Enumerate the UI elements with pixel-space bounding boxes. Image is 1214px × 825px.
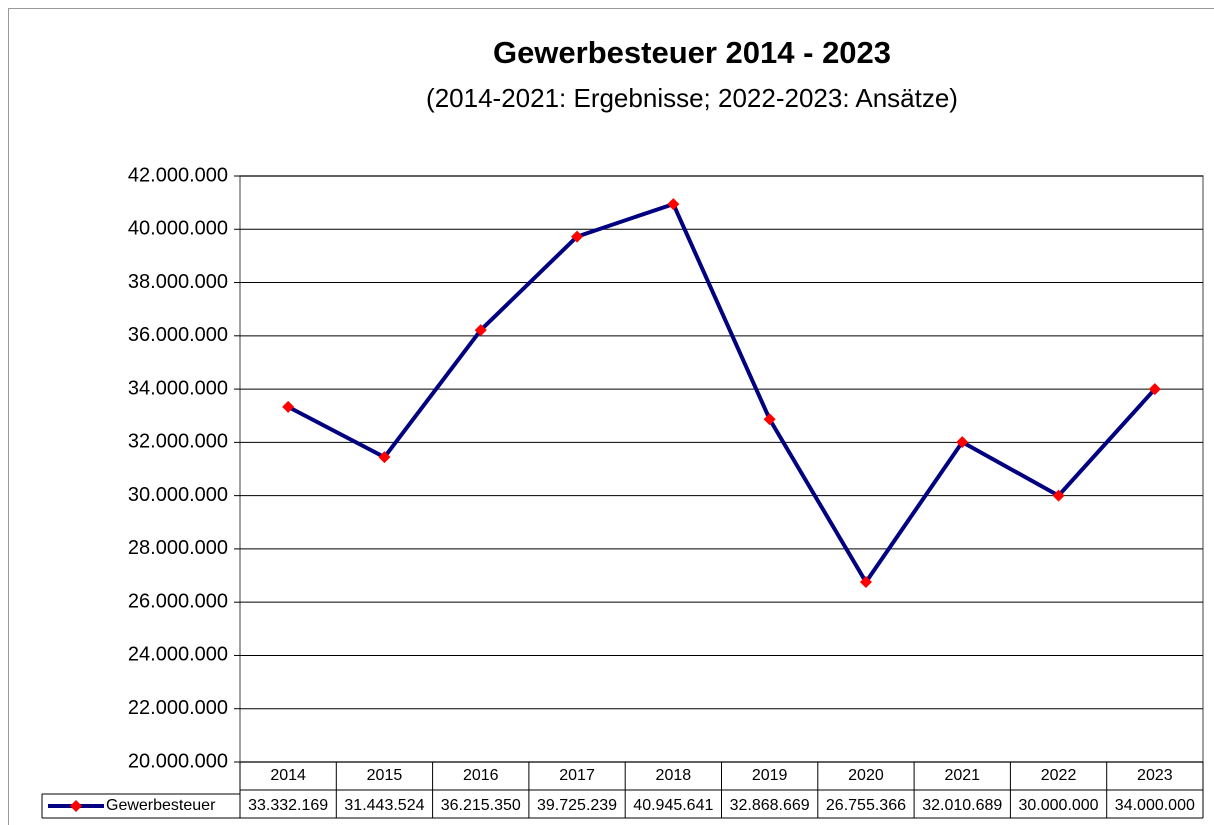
y-tick-label: 32.000.000 <box>128 431 228 453</box>
data-marker <box>1148 383 1161 396</box>
x-tick-label: 2021 <box>944 767 980 784</box>
data-marker <box>956 436 969 449</box>
data-marker <box>859 576 872 589</box>
y-tick-label: 20.000.000 <box>128 750 228 772</box>
table-value: 34.000.000 <box>1115 797 1195 814</box>
x-tick-label: 2018 <box>656 767 692 784</box>
chart-subtitle: (2014-2021: Ergebnisse; 2022-2023: Ansät… <box>426 83 958 113</box>
data-marker <box>1052 489 1065 502</box>
x-tick-label: 2014 <box>270 767 306 784</box>
chart-title: Gewerbesteuer 2014 - 2023 <box>493 35 891 70</box>
table-value: 36.215.350 <box>441 797 521 814</box>
legend-marker <box>70 800 82 812</box>
x-tick-label: 2023 <box>1137 767 1173 784</box>
data-marker <box>378 451 391 464</box>
series-line <box>287 202 1157 585</box>
y-tick-label: 28.000.000 <box>128 537 228 559</box>
x-tick-label: 2019 <box>752 767 788 784</box>
x-tick-label: 2015 <box>367 767 403 784</box>
y-tick-label: 26.000.000 <box>128 590 228 612</box>
y-tick-label: 38.000.000 <box>128 271 228 293</box>
legend-label: Gewerbesteuer <box>106 797 216 814</box>
data-marker <box>667 198 680 211</box>
table-value: 31.443.524 <box>344 797 424 814</box>
table-value: 32.010.689 <box>922 797 1002 814</box>
table-value: 30.000.000 <box>1019 797 1099 814</box>
y-tick-label: 22.000.000 <box>128 697 228 719</box>
chart-frame <box>8 8 1214 825</box>
y-tick-label: 42.000.000 <box>128 164 228 186</box>
table-value: 26.755.366 <box>826 797 906 814</box>
data-marker <box>474 324 487 337</box>
x-tick-label: 2016 <box>463 767 499 784</box>
x-tick-label: 2017 <box>559 767 595 784</box>
x-tick-label: 2020 <box>848 767 884 784</box>
table-value: 39.725.239 <box>537 797 617 814</box>
y-tick-label: 30.000.000 <box>128 484 228 506</box>
y-tick-label: 40.000.000 <box>128 218 228 240</box>
data-marker <box>763 413 776 426</box>
x-tick-label: 2022 <box>1041 767 1077 784</box>
table-value: 40.945.641 <box>633 797 713 814</box>
y-tick-label: 36.000.000 <box>128 324 228 346</box>
table-value: 33.332.169 <box>248 797 328 814</box>
y-tick-label: 34.000.000 <box>128 377 228 399</box>
table-value: 32.868.669 <box>730 797 810 814</box>
data-marker <box>282 400 295 413</box>
y-tick-label: 24.000.000 <box>128 644 228 666</box>
data-marker <box>571 230 584 243</box>
plot-area <box>239 175 1204 763</box>
